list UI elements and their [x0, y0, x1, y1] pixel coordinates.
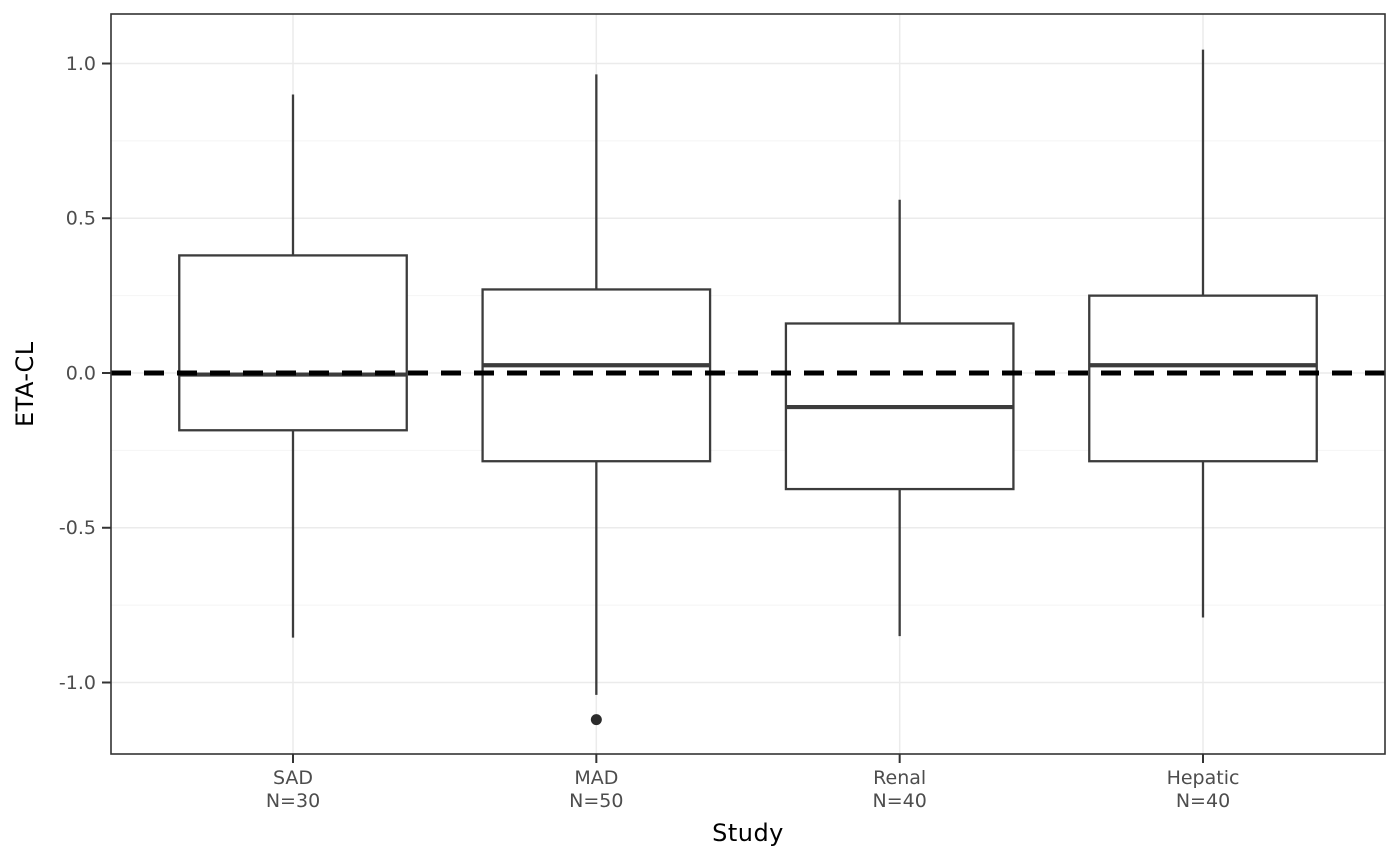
y-tick-label: 0.0: [66, 362, 96, 384]
iqr-box: [1088, 294, 1318, 463]
y-tick-label: -1.0: [59, 672, 96, 694]
x-category-label: MAD: [574, 767, 618, 789]
x-category-sublabel: N=40: [1176, 790, 1230, 812]
x-category-label: SAD: [273, 767, 313, 789]
x-category-sublabel: N=30: [266, 790, 320, 812]
y-tick-label: -0.5: [59, 517, 96, 539]
x-category-label: Renal: [873, 767, 926, 789]
x-axis-title: Study: [712, 819, 784, 847]
x-category-label: Hepatic: [1167, 767, 1240, 789]
x-category-sublabel: N=40: [873, 790, 927, 812]
x-category-sublabel: N=50: [569, 790, 623, 812]
panel-border: [110, 13, 1386, 755]
y-axis-title: ETA-CL: [11, 341, 39, 428]
iqr-box: [178, 254, 408, 432]
y-tick-label: 0.5: [66, 208, 96, 230]
y-tick-label: 1.0: [66, 53, 96, 75]
outlier-point: [590, 714, 602, 726]
